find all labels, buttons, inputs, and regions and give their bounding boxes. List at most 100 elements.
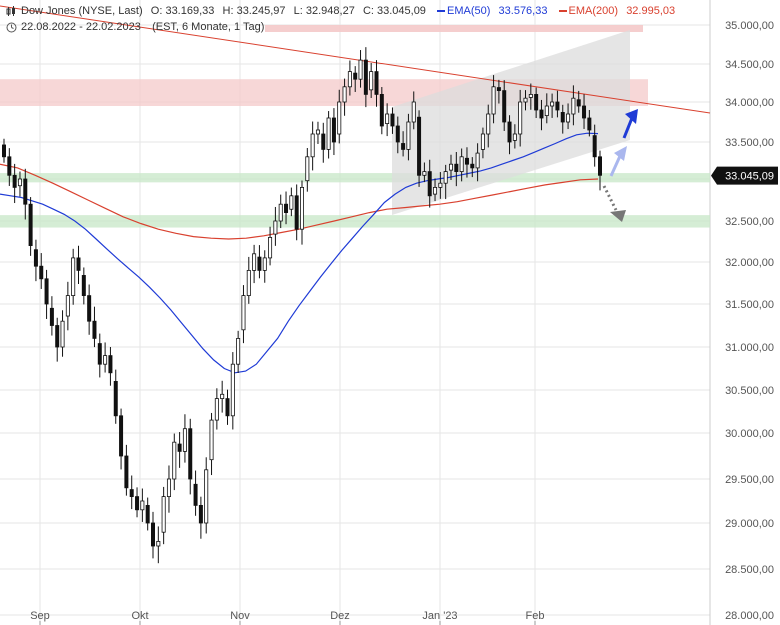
clock-icon <box>6 22 17 33</box>
candle-body <box>71 257 76 296</box>
y-tick-label: 32.500,00 <box>725 216 774 228</box>
candle-body <box>289 195 294 210</box>
y-tick-label: 34.500,00 <box>725 59 774 71</box>
chart-settings: (EST, 6 Monate, 1 Tag) <box>152 21 265 33</box>
candle-body <box>512 133 517 141</box>
y-tick-label: 29.500,00 <box>725 474 774 486</box>
candle-body <box>97 343 102 365</box>
candle-body <box>438 182 443 188</box>
candle-body <box>193 483 198 506</box>
candle-body <box>321 133 326 150</box>
candle-body <box>539 109 544 119</box>
candle-body <box>12 174 17 188</box>
candle-body <box>299 186 304 230</box>
candle-body <box>523 97 528 103</box>
arrow-up-blue-shaft <box>622 117 634 139</box>
candle-body <box>44 278 49 305</box>
candle-body <box>17 178 22 187</box>
candle-body <box>464 157 469 165</box>
candle-body <box>225 398 230 417</box>
x-tick-label: Sep <box>30 610 50 622</box>
candle-body <box>209 419 214 461</box>
y-tick-label: 28.500,00 <box>725 564 774 576</box>
candle-body <box>135 496 140 511</box>
ema50-value: 33.576,33 <box>498 5 548 17</box>
candle-body <box>417 116 422 176</box>
y-tick-label: 31.500,00 <box>725 299 774 311</box>
candle-body <box>284 203 289 213</box>
candle-body <box>214 398 219 421</box>
candle-body <box>278 203 283 222</box>
resistance-zone-top <box>265 25 643 32</box>
projection-arrows <box>602 109 638 222</box>
candle-body <box>518 101 523 135</box>
candle-body <box>475 152 480 169</box>
candle-body <box>230 363 235 417</box>
candle-body <box>502 90 507 123</box>
support-zone-upper <box>0 173 710 183</box>
candle-body <box>427 171 432 197</box>
candle-body <box>182 428 187 452</box>
candles <box>2 47 603 564</box>
candle-body <box>150 522 155 547</box>
downtrend-line-path <box>0 5 711 114</box>
x-tick-label: Dez <box>330 610 350 622</box>
candle-body <box>448 163 453 171</box>
close-value: C: 33.045,09 <box>362 5 426 17</box>
y-tick-label: 34.000,00 <box>725 97 774 109</box>
candle-body <box>411 101 416 123</box>
arrow-up-lightblue-head <box>614 146 627 161</box>
candle-body <box>273 220 278 235</box>
candle-body <box>87 295 92 322</box>
candle-body <box>374 71 379 95</box>
candle-body <box>113 380 118 417</box>
y-tick-label: 28.000,00 <box>725 610 774 622</box>
candle-body <box>470 163 475 169</box>
candle-body <box>592 135 597 158</box>
candle-body <box>576 99 581 107</box>
candle-body <box>353 72 358 80</box>
candle-body <box>246 269 251 296</box>
last-price-tag-label: 33.045,09 <box>725 171 774 183</box>
candle-body <box>507 121 512 143</box>
candle-body <box>401 143 406 150</box>
candle-body <box>65 295 70 317</box>
candle-body <box>534 94 539 111</box>
ema200-label: EMA(200) <box>568 5 619 17</box>
candle-body <box>331 117 336 143</box>
candle-body <box>103 355 108 365</box>
low-value: L: 32.948,27 <box>293 5 355 17</box>
candle-body <box>555 101 560 111</box>
candle-body <box>204 469 209 524</box>
candle-body <box>347 71 352 88</box>
x-tick-label: Feb <box>526 610 545 622</box>
candle-body <box>385 113 390 124</box>
candlestick-icon <box>6 5 15 16</box>
candle-body <box>140 500 145 511</box>
date-range: 22.08.2022 - 22.02.2023 <box>21 21 141 33</box>
candle-body <box>528 94 533 98</box>
candle-body <box>188 428 193 480</box>
candle-body <box>358 59 363 80</box>
candle-body <box>156 541 161 547</box>
candle-body <box>544 105 549 116</box>
candle-body <box>81 275 86 297</box>
candle-body <box>172 441 177 480</box>
candle-body <box>60 320 65 348</box>
last-price-tag-box <box>711 166 778 185</box>
candle-body <box>390 113 395 127</box>
ema50-label: EMA(50) <box>447 5 491 17</box>
candle-body <box>459 156 464 173</box>
candle-body <box>198 504 203 524</box>
x-axis: Sep Okt Nov Dez Jan '23 Feb <box>30 610 544 625</box>
header-line-1: Dow Jones (NYSE, Last) O: 33.169,33 H: 3… <box>6 5 677 17</box>
candle-body <box>129 489 134 497</box>
ema200-swatch <box>558 10 567 13</box>
candle-body <box>454 163 459 172</box>
ema50-line <box>0 132 599 374</box>
candle-body <box>108 355 113 374</box>
candle-body <box>480 133 485 150</box>
candle-body <box>166 478 171 498</box>
candle-body <box>582 105 587 119</box>
